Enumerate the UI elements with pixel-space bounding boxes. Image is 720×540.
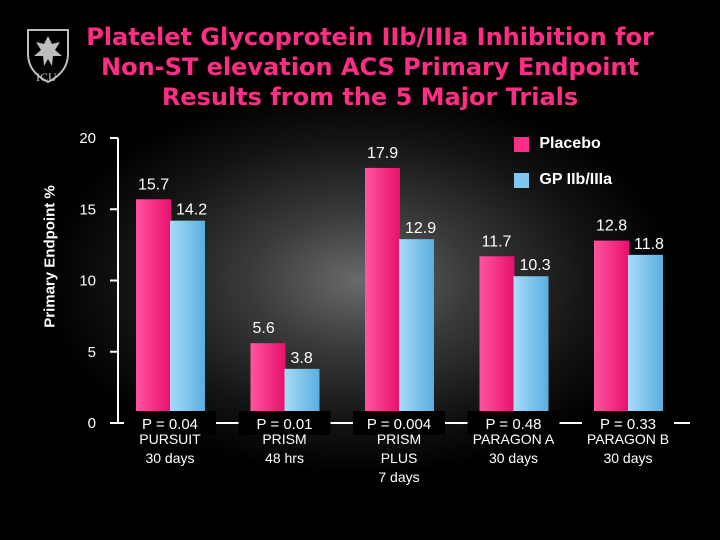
category-label: PRISM: [262, 431, 306, 447]
p-value-bg: [124, 411, 216, 435]
category-label: PARAGON B: [587, 431, 669, 447]
category-label: PURSUIT: [139, 431, 201, 447]
data-label: 10.3: [520, 257, 551, 274]
category-detail: 30 days: [603, 450, 652, 466]
data-label: 5.6: [253, 320, 275, 337]
category-label: PRISM: [377, 431, 421, 447]
data-label: 3.8: [291, 350, 313, 367]
y-tick-label: 10: [79, 273, 96, 290]
p-value-bg: [238, 411, 331, 435]
shield-logo-icon: [27, 29, 69, 84]
legend-label-gp: GP IIb/IIIa: [539, 171, 612, 188]
data-label: 17.9: [367, 145, 398, 162]
bar-gp: [399, 239, 434, 423]
data-label: 14.2: [176, 202, 207, 219]
data-label: 12.8: [596, 218, 627, 235]
category-detail: PLUS: [381, 450, 418, 466]
legend-label-placebo: Placebo: [539, 135, 601, 152]
category-detail: 30 days: [145, 450, 194, 466]
p-value-bg: [353, 411, 445, 435]
bar-gp: [170, 220, 205, 423]
bar-gp: [513, 276, 549, 423]
category-label: PARAGON A: [473, 431, 555, 447]
y-tick-label: 15: [79, 201, 96, 218]
legend-swatch-placebo: [514, 136, 530, 152]
slide-title: Platelet Glycoprotein IIb/IIIa Inhibitio…: [70, 22, 670, 112]
bar-placebo: [365, 167, 400, 423]
bar-placebo: [479, 256, 515, 423]
title-line-1: Platelet Glycoprotein IIb/IIIa Inhibitio…: [86, 23, 654, 51]
bar-placebo: [136, 199, 171, 423]
bar-placebo: [594, 240, 629, 423]
p-value-label: P = 0.33: [600, 416, 656, 433]
p-value-label: P = 0.48: [485, 416, 541, 433]
category-detail-2: 7 days: [378, 469, 419, 485]
y-tick-label: 20: [79, 130, 96, 147]
data-label: 11.8: [634, 236, 664, 253]
legend-item-gp: GP IIb/IIIa: [514, 171, 612, 189]
y-tick-label: 5: [88, 344, 96, 361]
category-detail: 48 hrs: [265, 450, 304, 466]
category-detail: 30 days: [489, 450, 538, 466]
title-line-2: Non-ST elevation ACS Primary Endpoint: [101, 53, 639, 81]
legend-item-placebo: Placebo: [514, 135, 612, 153]
p-value-bg: [582, 411, 674, 435]
logo-text: ICU: [36, 70, 57, 84]
legend-swatch-gp: [514, 172, 530, 188]
data-label: 15.7: [138, 176, 169, 193]
bar-gp: [628, 254, 663, 423]
y-tick-label: 0: [88, 415, 96, 432]
p-value-label: P = 0.04: [142, 416, 198, 433]
data-label: 11.7: [482, 233, 512, 250]
p-value-label: P = 0.004: [367, 416, 431, 433]
legend: Placebo GP IIb/IIIa: [514, 135, 612, 207]
p-value-label: P = 0.01: [256, 416, 312, 433]
data-label: 12.9: [405, 220, 436, 237]
title-line-3: Results from the 5 Major Trials: [161, 83, 579, 111]
bar-placebo: [250, 343, 286, 423]
p-value-bg: [467, 411, 560, 435]
